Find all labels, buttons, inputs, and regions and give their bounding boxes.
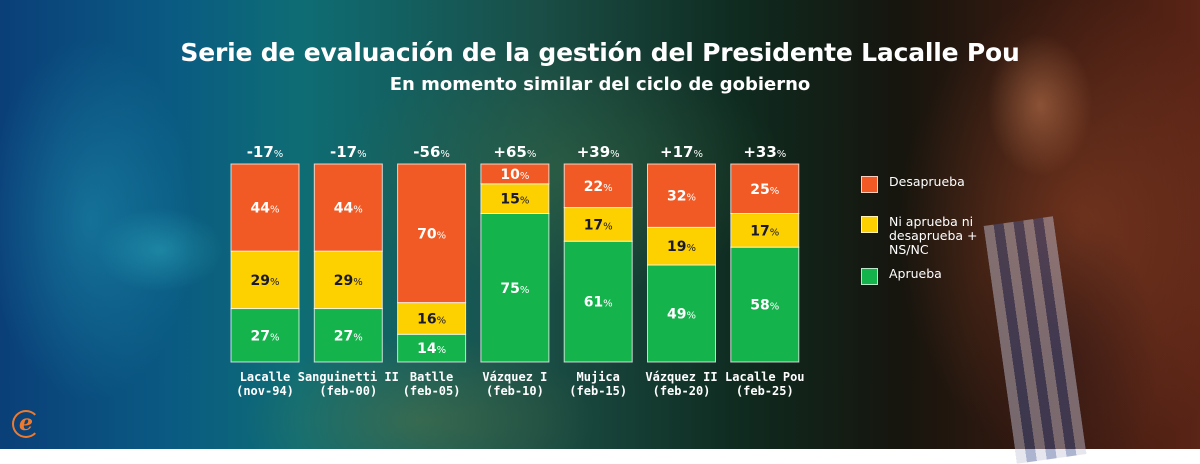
category-date-label: (feb-25) [736,384,794,398]
chart-legend: Desaprueba Ni aprueba ni desaprueba + NS… [861,175,1001,297]
data-label-desaprueba: 25% [750,182,779,198]
legend-swatch-aprueba [861,268,878,285]
legend-label-aprueba: Aprueba [889,266,942,281]
data-label-desaprueba: 70% [417,226,446,242]
bar-segment-ni [730,213,800,248]
data-label-ni: 17% [584,217,613,233]
data-label-ni: 15% [500,192,529,208]
data-label-ni: 29% [251,273,280,289]
bar-segment-ni [480,183,550,215]
bar-segment-ni [313,250,383,310]
data-label-ni: 17% [750,223,779,239]
net-balance-label: +17% [660,143,703,161]
stacked-bar-chart: 27% 29% 44% -17% Lacalle(nov-94) 27% 29% 44% -17… [230,143,804,398]
data-label-aprueba: 61% [584,295,613,311]
category-label: Vázquez I [482,370,547,384]
category-label: Sanguinetti II [298,370,399,384]
legend-swatch-desaprueba [861,176,878,193]
bar-segment-desaprueba [230,163,300,252]
category-label: Mujica [577,370,620,384]
data-label-desaprueba: 10% [500,167,529,183]
net-balance-label: -17% [247,143,284,161]
data-label-aprueba: 27% [334,328,363,344]
bar-segment-aprueba [730,246,800,363]
legend-swatch-ni [861,216,878,233]
category-date-label: (feb-05) [403,384,461,398]
data-label-aprueba: 27% [251,328,280,344]
data-label-ni: 16% [417,311,446,327]
data-label-desaprueba: 44% [334,201,363,217]
bar-segment-ni [230,250,300,310]
category-date-label: (feb-20) [653,384,711,398]
data-label-desaprueba: 32% [667,189,696,205]
legend-label-desaprueba: Desaprueba [889,174,965,189]
brand-e-logo-icon: e [12,410,40,438]
net-balance-label: +33% [743,143,786,161]
category-label: Vázquez II [645,370,717,384]
category-date-label: (feb-10) [486,384,544,398]
data-label-ni: 29% [334,273,363,289]
bar-segment-desaprueba [397,163,467,304]
bar-segment-aprueba [563,240,633,363]
chart-subtitle: En momento similar del ciclo de gobierno [389,74,811,95]
chart-title: Serie de evaluación de la gestión del Pr… [180,38,1020,67]
category-label: Lacalle [240,370,291,384]
bar-segment-ni [563,207,633,242]
bar-segment-desaprueba [730,163,800,214]
legend-item-ni-aprueba-ni-desaprueba: Ni aprueba ni desaprueba + NS/NC [861,215,1001,257]
legend-label-ni-line-1: Ni aprueba ni [889,214,974,229]
net-balance-label: +39% [577,143,620,161]
category-date-label: (nov-94) [236,384,294,398]
legend-label-ni-line-2: desaprueba + [889,228,978,243]
data-label-ni: 19% [667,239,696,255]
bar-segment-desaprueba [480,163,550,185]
bar-segment-desaprueba [313,163,383,252]
bar-segment-ni [647,226,716,266]
data-label-desaprueba: 22% [584,179,613,195]
bar-segment-aprueba [647,264,716,363]
net-balance-label: +65% [493,143,536,161]
category-date-label: (feb-15) [569,384,627,398]
legend-item-aprueba: Aprueba [861,267,1001,285]
legend-label-ni: Ni aprueba ni desaprueba + NS/NC [889,215,978,257]
category-label: Batlle [410,370,453,384]
data-label-aprueba: 14% [417,341,446,357]
data-label-desaprueba: 44% [251,201,280,217]
bar-segment-ni [397,302,467,335]
category-label: Lacalle Pou [725,370,804,384]
data-label-aprueba: 75% [500,281,529,297]
net-balance-label: -56% [413,143,450,161]
net-balance-label: -17% [330,143,367,161]
legend-item-desaprueba: Desaprueba [861,175,1001,193]
photo-president-lacalle-pou [900,0,1200,449]
data-label-aprueba: 49% [667,306,696,322]
bar-segment-desaprueba [563,163,633,209]
legend-label-ni-line-3: NS/NC [889,242,929,257]
bar-segment-aprueba [397,333,467,363]
category-date-label: (feb-00) [319,384,377,398]
data-label-aprueba: 58% [750,298,779,314]
bar-segment-desaprueba [647,163,716,228]
